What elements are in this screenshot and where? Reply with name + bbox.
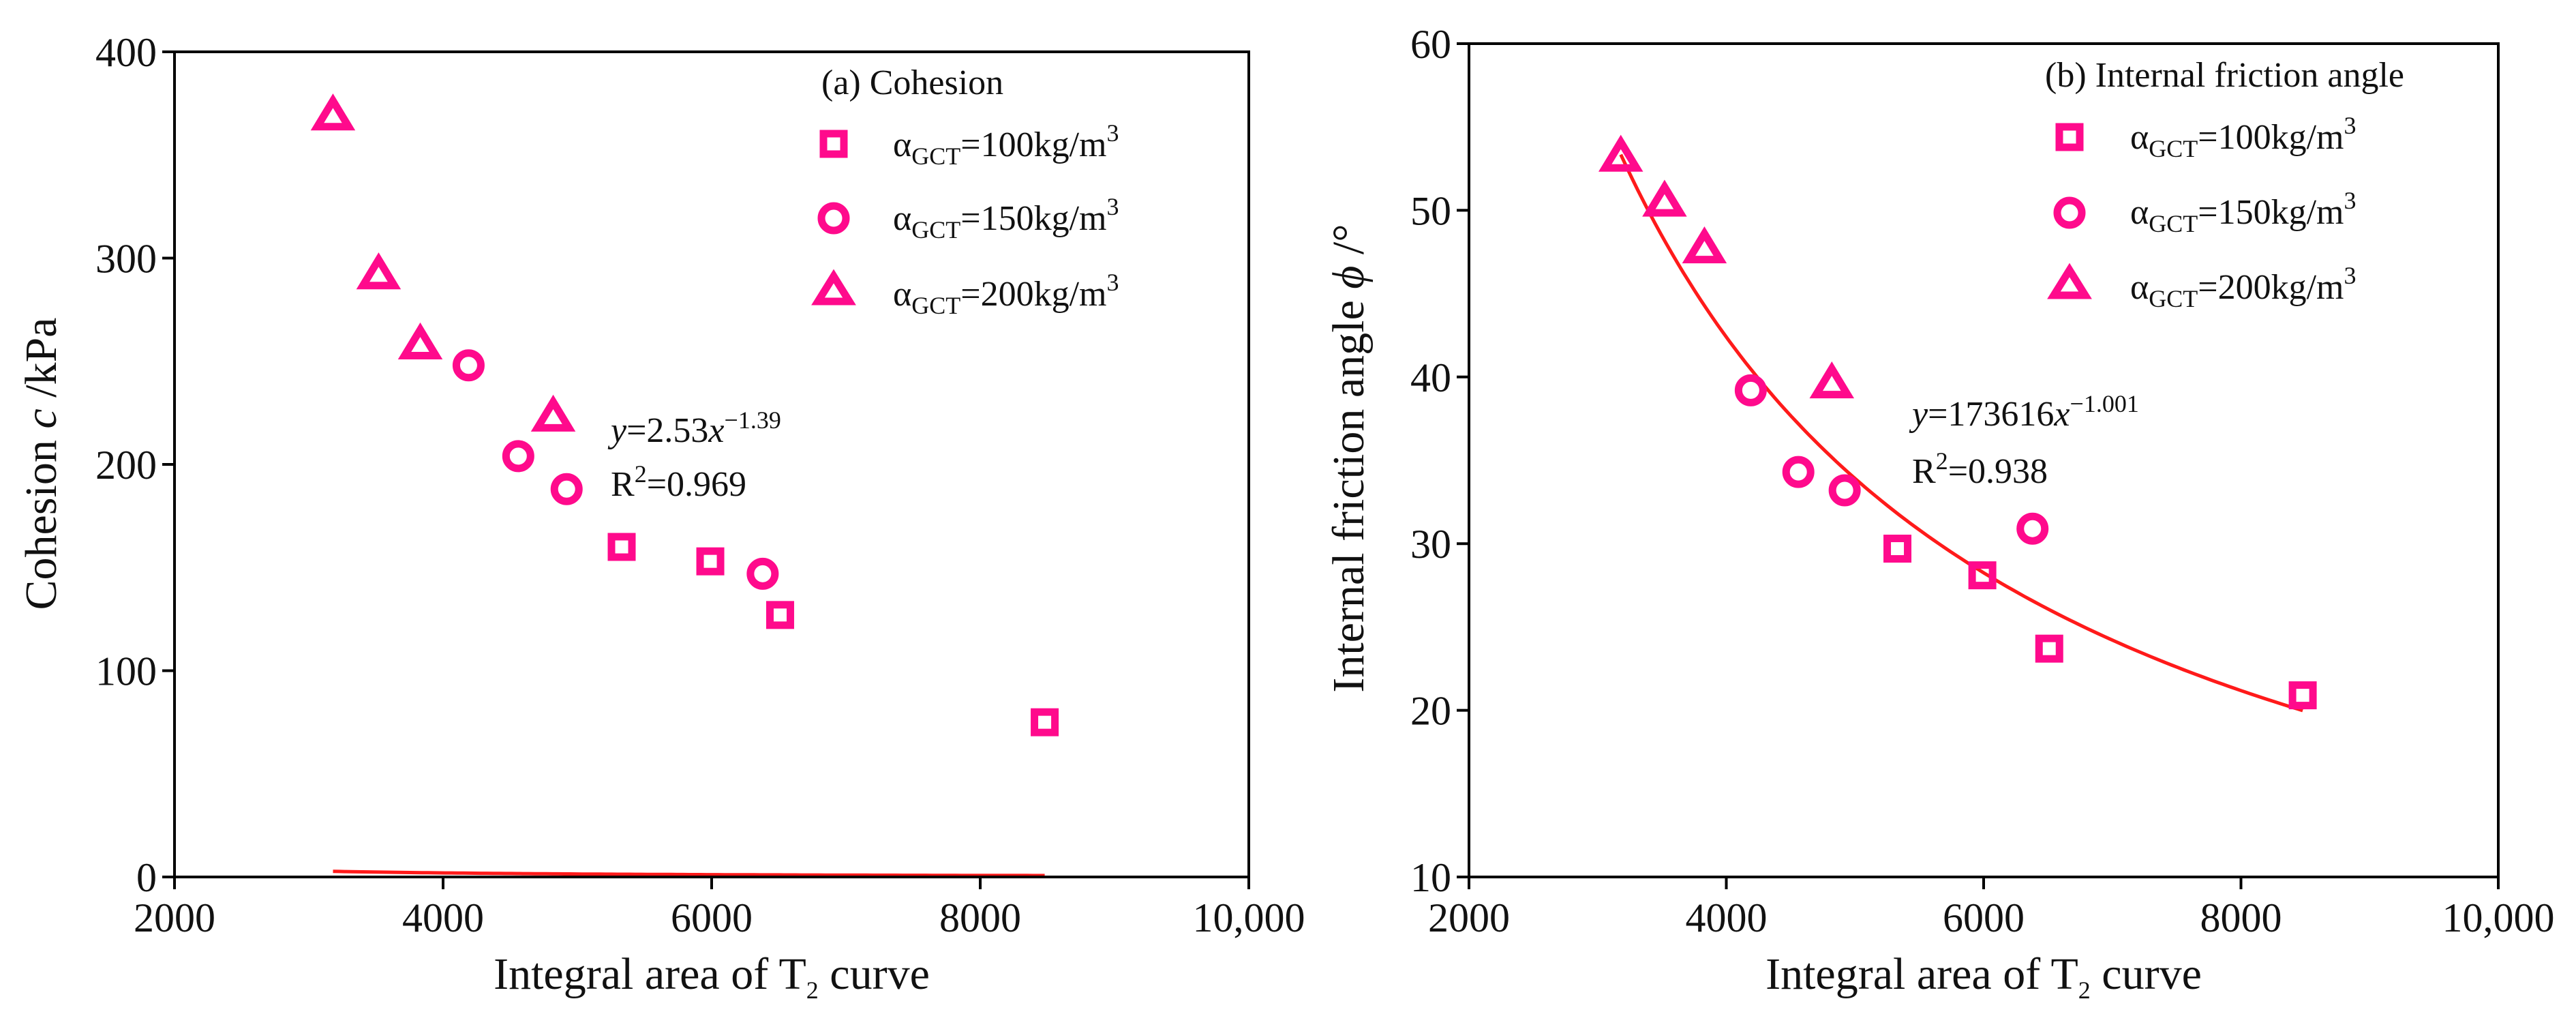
- panel-b-fit-layer: [1619, 153, 2303, 713]
- panel-b-data-point-circle: [1782, 456, 1815, 488]
- panel-b-legend-square-marker: [2055, 123, 2084, 151]
- panel-b-ticks: 2000 4000 6000 8000 10,000 10 20 30 40 50 60: [1410, 22, 2555, 940]
- panel-a-x-tick-label: 10,000: [1193, 895, 1305, 940]
- panel-b-legend-label-100: αGCT=100kg/m3: [2130, 112, 2356, 162]
- panel-b-data-point-circle: [1734, 374, 1767, 406]
- panel-a-legend-label-150: αGCT=150kg/m3: [893, 193, 1119, 243]
- panel-a-x-axis-title: Integral area of T2 curve: [494, 949, 930, 1004]
- panel-a-y-axis-title: Cohesion c /kPa: [16, 318, 66, 610]
- panel-a-data-point-triangle: [397, 322, 443, 360]
- panel-a-legend-circle-marker: [817, 202, 850, 235]
- panel-b-y-axis-title: Internal friction angle ϕ /°: [1324, 224, 1374, 692]
- panel-a-data-point-square: [696, 547, 725, 576]
- panel-b-data-point-square: [1883, 535, 1912, 563]
- panel-a-data-point-circle: [746, 557, 779, 590]
- panel-b-data-point-triangle: [1809, 361, 1855, 399]
- panel-a-panel-title: (a) Cohesion: [821, 63, 1003, 102]
- panel-b-fit-curve: [1619, 153, 2303, 713]
- panel-b-r-squared: R2=0.938: [1912, 447, 2048, 491]
- panel-a-legend-square-marker: [819, 130, 848, 158]
- panel-a-legend-label-100: αGCT=100kg/m3: [893, 119, 1119, 170]
- panel-a-r-squared: R2=0.969: [611, 460, 746, 504]
- panel-a-data-point-circle: [452, 349, 485, 382]
- panel-a-y-tick-label: 0: [136, 855, 157, 900]
- panel-a-fit-curve: [333, 869, 1045, 878]
- panel-a-y-tick-label: 400: [95, 30, 157, 75]
- panel-a-data-point-square: [1031, 708, 1059, 736]
- panel-a-data-point-square: [607, 533, 636, 561]
- panel-a-data-point-triangle: [356, 252, 401, 290]
- panel-b-x-tick-label: 2000: [1428, 895, 1510, 940]
- panel-b-legend-label-150: αGCT=150kg/m3: [2130, 187, 2356, 237]
- panel-b-data-point-triangle: [1598, 134, 1643, 172]
- panel-b-data-point-triangle: [1642, 179, 1687, 217]
- panel-a-cohesion-chart: 2000 4000 6000 8000 10,000 0 100 200 300 400 Cohe…: [16, 30, 1305, 1004]
- panel-b-y-tick-label: 40: [1410, 355, 1451, 400]
- panel-a-legend-triangle-marker: [811, 269, 856, 306]
- panel-a-fit-layer: [333, 869, 1045, 878]
- panel-a-data-point-triangle: [310, 93, 356, 131]
- panel-b-y-tick-label: 60: [1410, 22, 1451, 67]
- panel-a-points: [310, 93, 1059, 736]
- panel-a-data-point-circle: [502, 440, 534, 473]
- panel-a-data-point-triangle: [530, 394, 576, 432]
- panel-b-plot-frame: [1468, 42, 2500, 878]
- panel-a-legend: αGCT=100kg/m3 αGCT=150kg/m3 αGCT=200kg/m…: [811, 119, 1119, 319]
- panel-b-legend-circle-marker: [2053, 196, 2086, 229]
- panel-b-legend-triangle-marker: [2047, 263, 2092, 299]
- panel-b-data-point-circle: [1828, 474, 1861, 507]
- panel-a-plot-frame: [173, 50, 1250, 878]
- panel-b-y-tick-label: 50: [1410, 188, 1451, 233]
- panel-b-data-point-square: [1968, 561, 1997, 590]
- panel-a-x-tick-label: 2000: [134, 895, 215, 940]
- panel-b-panel-title: (b) Internal friction angle: [2045, 56, 2404, 95]
- panel-a-y-tick-label: 100: [95, 649, 157, 694]
- panel-b-x-tick-label: 8000: [2200, 895, 2282, 940]
- panel-a-y-tick-label: 300: [95, 237, 157, 282]
- panel-b-y-tick-label: 20: [1410, 689, 1451, 734]
- panel-b-data-point-circle: [2016, 512, 2049, 545]
- panel-a-x-tick-label: 4000: [402, 895, 484, 940]
- panel-a-data-point-square: [766, 601, 794, 629]
- panel-b-fit-equation: y=173616x−1.001: [1909, 390, 2139, 434]
- panel-b-y-tick-label: 30: [1410, 522, 1451, 567]
- panel-a-data-point-circle: [550, 473, 583, 505]
- panel-a-x-tick-label: 8000: [939, 895, 1021, 940]
- panel-b-data-point-triangle: [1682, 226, 1727, 264]
- panel-b-x-tick-label: 6000: [1943, 895, 2025, 940]
- panel-b-legend: αGCT=100kg/m3 αGCT=150kg/m3 αGCT=200kg/m…: [2047, 112, 2356, 312]
- panel-b-x-tick-label: 4000: [1686, 895, 1768, 940]
- panel-b-points: [1598, 134, 2317, 710]
- panel-b-x-tick-label: 10,000: [2442, 895, 2555, 940]
- panel-b-y-tick-label: 10: [1410, 855, 1451, 900]
- panel-a-y-tick-label: 200: [95, 443, 157, 488]
- panel-a-x-tick-label: 6000: [671, 895, 753, 940]
- panel-a-legend-label-200: αGCT=200kg/m3: [893, 269, 1119, 319]
- panel-b-legend-label-200: αGCT=200kg/m3: [2130, 262, 2356, 312]
- panel-a-ticks: 2000 4000 6000 8000 10,000 0 100 200 300 400: [95, 30, 1305, 940]
- panel-a-fit-equation: y=2.53x−1.39: [607, 406, 781, 450]
- panel-b-data-point-square: [2288, 681, 2317, 710]
- panel-b-friction-angle-chart: 2000 4000 6000 8000 10,000 10 20 30 40 50 60 Inter…: [1324, 22, 2555, 1004]
- panel-b-x-axis-title: Integral area of T2 curve: [1766, 949, 2202, 1004]
- panel-b-data-point-square: [2035, 634, 2063, 663]
